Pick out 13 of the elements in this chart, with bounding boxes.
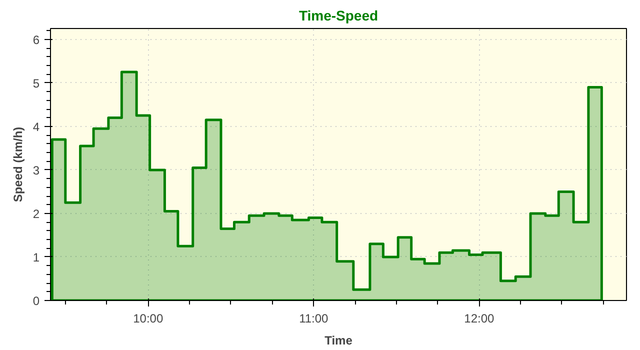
x-tick-label: 11:00 <box>299 312 329 326</box>
y-tick-label: 4 <box>32 120 40 134</box>
y-tick-label: 2 <box>32 206 40 221</box>
x-tick-label: 12:00 <box>464 312 495 326</box>
x-tick-label: 10:00 <box>133 312 164 326</box>
y-tick-label: 1 <box>32 250 40 264</box>
y-tick-label: 6 <box>32 32 40 47</box>
y-tick-label: 5 <box>32 76 40 90</box>
y-tick-label: 3 <box>32 163 40 178</box>
x-axis-title: Time <box>324 334 353 348</box>
chart-title: Time-Speed <box>298 8 378 24</box>
y-axis-title: Speed (km/h) <box>10 126 25 202</box>
y-tick-label: 0 <box>32 294 40 308</box>
